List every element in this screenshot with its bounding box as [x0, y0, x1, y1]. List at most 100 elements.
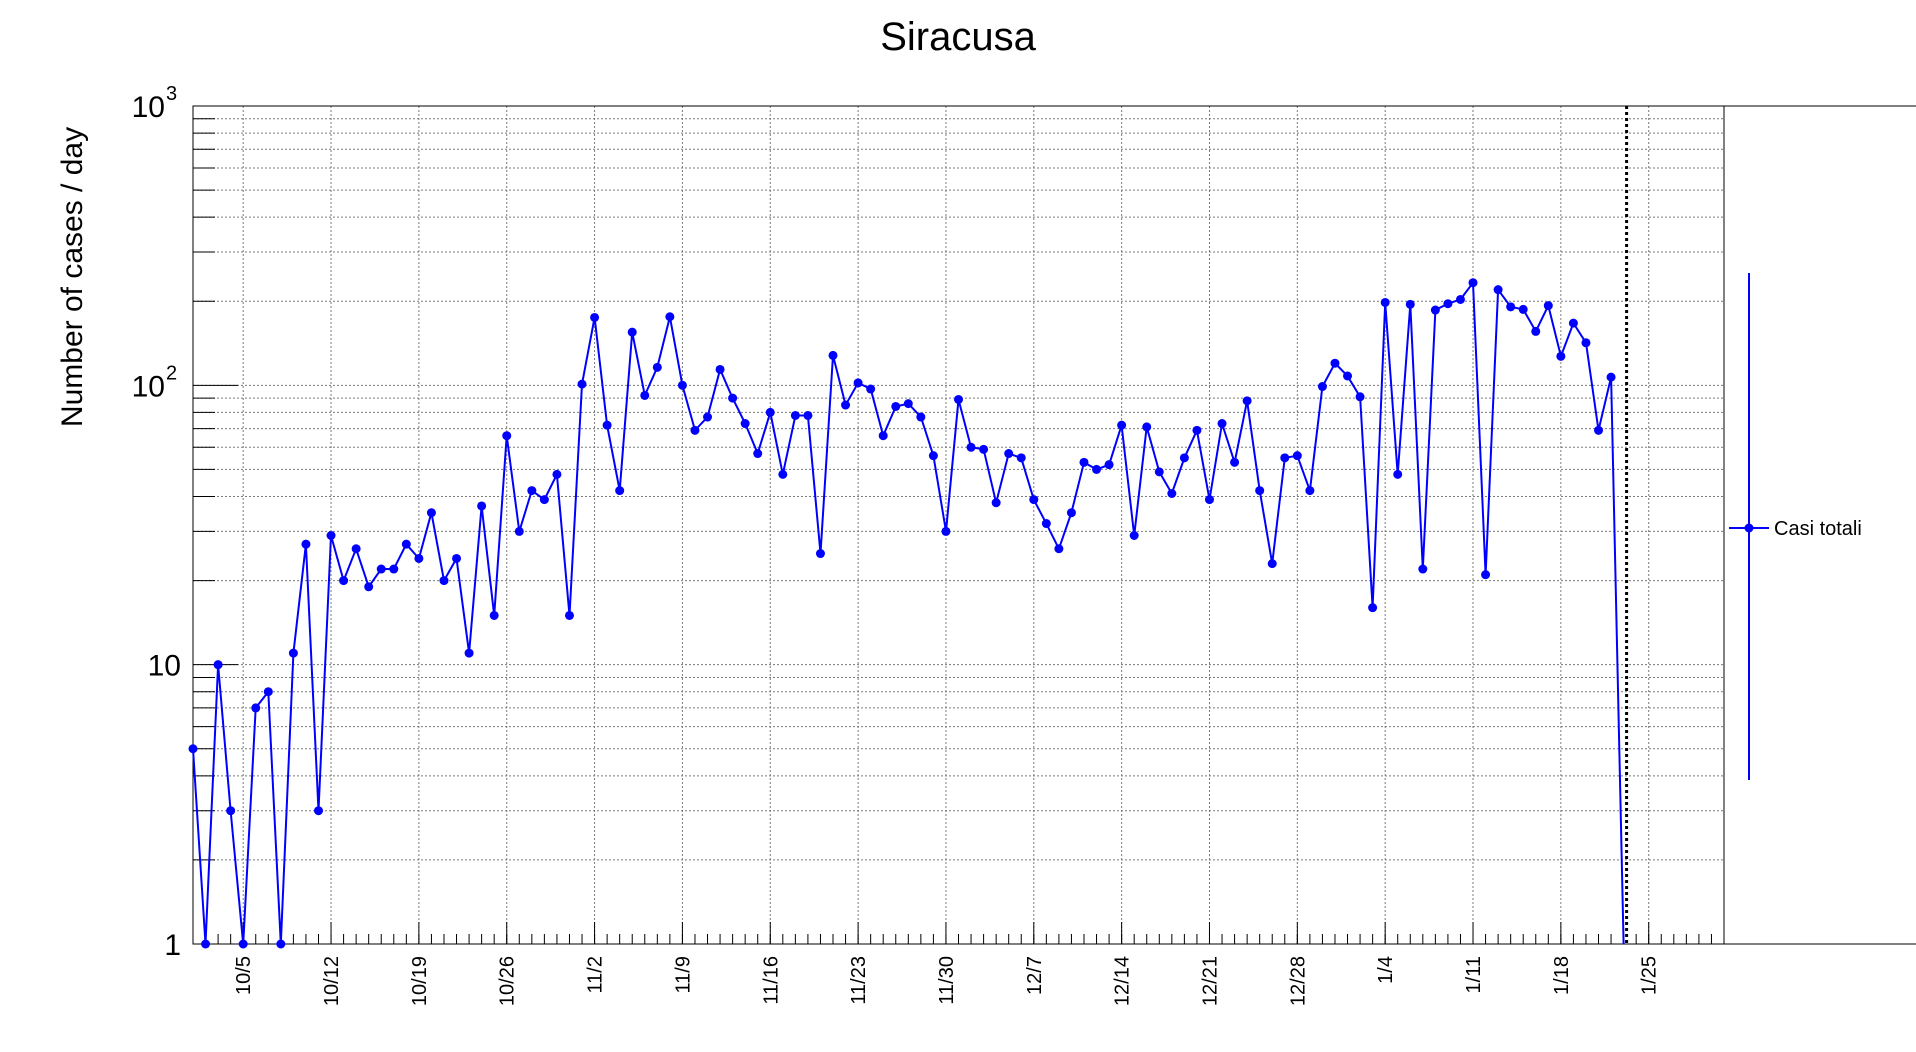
- legend-label: Casi totali: [1774, 518, 1862, 540]
- data-point: [703, 412, 713, 422]
- data-point: [853, 378, 863, 388]
- data-point: [991, 498, 1001, 508]
- data-point: [288, 648, 298, 658]
- data-point: [665, 312, 675, 322]
- data-point: [1355, 392, 1365, 402]
- data-point: [201, 939, 211, 949]
- x-tick-label: 11/9: [672, 956, 694, 993]
- data-point: [364, 582, 374, 592]
- data-point: [979, 444, 989, 454]
- x-tick-label: 11/16: [760, 956, 782, 1005]
- x-tick-label: 10/5: [233, 956, 255, 995]
- data-point: [790, 410, 800, 420]
- data-point: [590, 312, 600, 322]
- data-point: [1393, 469, 1403, 479]
- data-point: [815, 549, 825, 559]
- data-point: [1092, 464, 1102, 474]
- data-point: [778, 469, 788, 479]
- y-tick-label: 1: [164, 929, 181, 962]
- data-point: [677, 380, 687, 390]
- data-point: [1192, 425, 1202, 435]
- y-tick-label: 10: [132, 370, 165, 403]
- data-point: [1154, 467, 1164, 477]
- y-tick-label: 10: [148, 650, 181, 683]
- legend-marker: [1744, 523, 1754, 533]
- data-point: [1606, 372, 1616, 382]
- x-tick-label: 10/19: [409, 956, 431, 1006]
- data-point: [1204, 495, 1214, 505]
- data-point: [1280, 453, 1290, 463]
- data-point: [376, 564, 386, 574]
- data-point: [1368, 603, 1378, 613]
- data-point: [690, 425, 700, 435]
- data-point: [828, 350, 838, 360]
- data-point: [1305, 486, 1315, 496]
- series-line: [192, 279, 1625, 945]
- data-point: [765, 407, 775, 417]
- data-point: [1343, 371, 1353, 381]
- data-point: [351, 544, 361, 554]
- data-point: [1493, 285, 1503, 295]
- data-point: [1041, 519, 1051, 529]
- data-point: [1405, 299, 1415, 309]
- data-point: [740, 419, 750, 429]
- data-point: [878, 431, 888, 441]
- data-point: [1430, 305, 1440, 315]
- data-point: [1267, 559, 1277, 569]
- data-point: [903, 399, 913, 409]
- plot-frame: [192, 105, 1916, 945]
- data-point: [1380, 297, 1390, 307]
- data-point: [1167, 488, 1177, 498]
- data-point: [1104, 460, 1114, 470]
- data-point: [602, 420, 612, 430]
- data-point: [464, 648, 474, 658]
- data-point: [916, 412, 926, 422]
- data-point: [1594, 425, 1604, 435]
- x-tick-label: 1/4: [1375, 956, 1397, 984]
- data-point: [1292, 451, 1302, 461]
- data-point: [414, 553, 424, 563]
- data-point: [640, 390, 650, 400]
- x-tick-label: 11/2: [585, 956, 607, 993]
- data-point: [1016, 453, 1026, 463]
- data-point: [1556, 351, 1566, 361]
- x-tick-label: 12/21: [1199, 956, 1221, 1006]
- data-point: [251, 703, 261, 713]
- data-point: [753, 449, 763, 459]
- data-point: [1506, 302, 1516, 312]
- y-tick-label: 10: [132, 91, 165, 124]
- x-tick-label: 12/28: [1287, 956, 1309, 1006]
- x-tick-label: 12/7: [1024, 956, 1046, 995]
- data-point: [652, 362, 662, 372]
- data-point: [226, 806, 236, 816]
- data-point: [188, 744, 198, 754]
- data-point: [439, 576, 449, 586]
- data-point: [1066, 508, 1076, 518]
- y-tick-exponent: 3: [166, 83, 177, 105]
- data-point: [452, 553, 462, 563]
- data-point: [489, 610, 499, 620]
- x-tick-label: 1/11: [1463, 956, 1485, 993]
- data-series: [188, 106, 1629, 949]
- data-point: [1142, 422, 1152, 432]
- data-point: [941, 526, 951, 536]
- data-point: [301, 539, 311, 549]
- data-point: [1443, 299, 1453, 309]
- data-point: [1054, 544, 1064, 554]
- data-point: [1455, 294, 1465, 304]
- data-point: [1029, 495, 1039, 505]
- data-point: [1518, 304, 1528, 314]
- data-point: [1179, 453, 1189, 463]
- data-point: [1117, 420, 1127, 430]
- y-axis-label: Number of cases / day: [56, 127, 89, 427]
- data-point: [1531, 326, 1541, 336]
- data-point: [514, 526, 524, 536]
- x-tick-label: 1/25: [1639, 956, 1661, 995]
- data-point: [1543, 301, 1553, 311]
- data-point: [389, 564, 399, 574]
- data-point: [1568, 318, 1578, 328]
- data-point: [615, 486, 625, 496]
- data-point: [1317, 382, 1327, 392]
